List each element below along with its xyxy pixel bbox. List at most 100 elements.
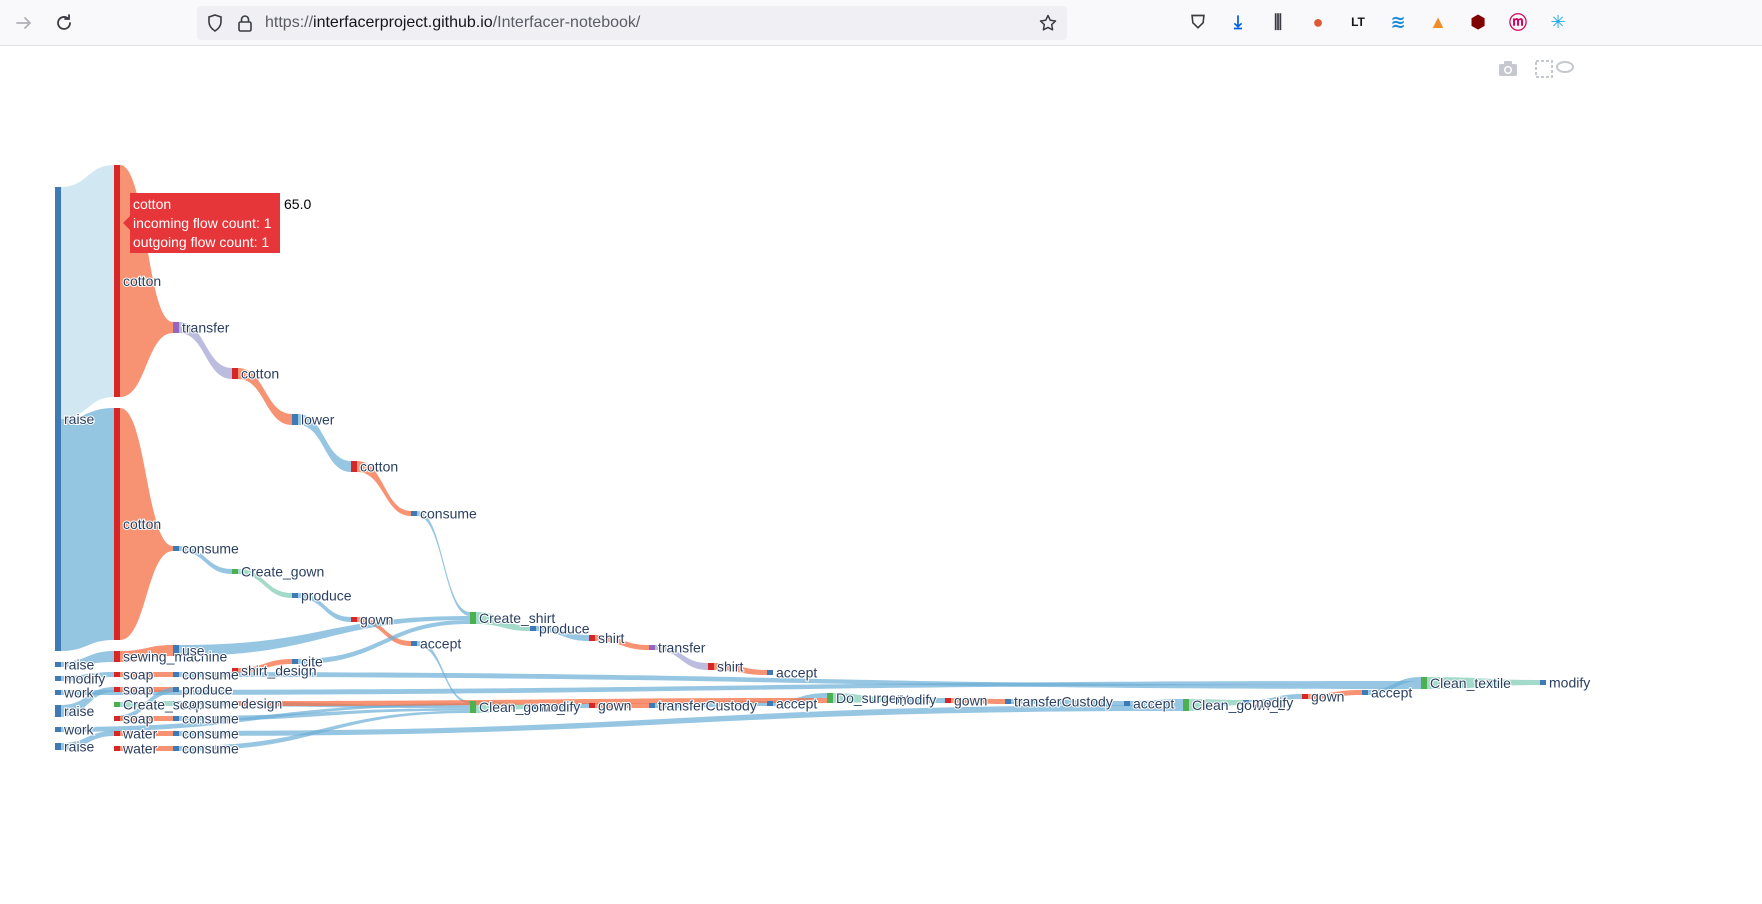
- sankey-link[interactable]: [714, 663, 767, 675]
- sankey-link[interactable]: [951, 698, 1005, 704]
- sankey-link[interactable]: [1308, 690, 1362, 699]
- forward-button[interactable]: [9, 8, 39, 38]
- pocket-icon[interactable]: ⛉: [1191, 11, 1205, 32]
- sankey-node[interactable]: [292, 414, 298, 425]
- sankey-link[interactable]: [120, 408, 173, 640]
- sankey-node[interactable]: [470, 612, 476, 624]
- sankey-link[interactable]: [120, 716, 173, 721]
- url-text[interactable]: https://interfacerproject.github.io/Inte…: [265, 14, 640, 32]
- sankey-node[interactable]: [114, 702, 120, 707]
- sankey-node[interactable]: [114, 408, 120, 640]
- sankey-link[interactable]: [238, 698, 827, 706]
- sankey-node[interactable]: [530, 626, 536, 631]
- download-icon[interactable]: ⤓: [1234, 11, 1242, 32]
- sankey-node[interactable]: [470, 701, 476, 713]
- sankey-link[interactable]: [179, 616, 470, 656]
- sankey-link[interactable]: [179, 322, 232, 379]
- sankey-link[interactable]: [833, 693, 886, 703]
- sankey-node[interactable]: [351, 617, 357, 622]
- sankey-node[interactable]: [232, 569, 238, 574]
- sankey-link[interactable]: [298, 414, 351, 472]
- sankey-node[interactable]: [649, 645, 655, 650]
- ublock-icon[interactable]: ⬢: [1470, 11, 1486, 32]
- sankey-link[interactable]: [238, 569, 292, 598]
- sankey-node[interactable]: [649, 703, 655, 708]
- sankey-node[interactable]: [1362, 690, 1368, 695]
- sankey-link[interactable]: [61, 687, 114, 717]
- sankey-node[interactable]: [767, 670, 773, 675]
- sankey-node[interactable]: [114, 672, 120, 677]
- sankey-node[interactable]: [173, 731, 179, 736]
- sankey-link[interactable]: [357, 461, 411, 516]
- sankey-node[interactable]: [827, 693, 833, 703]
- wave-icon[interactable]: ≋: [1390, 11, 1406, 32]
- box-select-icon[interactable]: [1533, 58, 1555, 80]
- sankey-link[interactable]: [417, 511, 470, 616]
- sankey-node[interactable]: [1243, 700, 1249, 705]
- sankey-link[interactable]: [536, 626, 589, 641]
- sankey-link[interactable]: [120, 672, 173, 677]
- sankey-link[interactable]: [595, 703, 649, 708]
- sankey-node[interactable]: [411, 511, 417, 516]
- sankey-node[interactable]: [1005, 699, 1011, 704]
- shield-icon[interactable]: [205, 13, 225, 33]
- sankey-node[interactable]: [767, 701, 773, 706]
- sankey-node[interactable]: [1183, 699, 1189, 711]
- sankey-node[interactable]: [55, 705, 61, 717]
- sankey-link[interactable]: [179, 546, 232, 574]
- sankey-link[interactable]: [1011, 699, 1124, 706]
- sankey-node[interactable]: [173, 322, 179, 333]
- lock-icon[interactable]: [235, 13, 255, 33]
- reload-button[interactable]: [49, 8, 79, 38]
- sankey-node[interactable]: [1302, 694, 1308, 699]
- sankey-node[interactable]: [173, 645, 179, 656]
- sankey-link[interactable]: [120, 645, 173, 662]
- sankey-node[interactable]: [55, 690, 61, 695]
- sankey-link[interactable]: [595, 635, 649, 650]
- sankey-node[interactable]: [114, 651, 120, 662]
- sankey-link[interactable]: [61, 408, 114, 651]
- sankey-link[interactable]: [61, 731, 114, 750]
- sankey-link[interactable]: [238, 659, 292, 673]
- sankey-node[interactable]: [1124, 701, 1130, 706]
- sankey-node[interactable]: [530, 704, 536, 709]
- camera-icon[interactable]: [1497, 58, 1519, 80]
- sankey-node[interactable]: [232, 668, 238, 673]
- sankey-link[interactable]: [61, 672, 114, 681]
- sankey-link[interactable]: [417, 641, 470, 704]
- sankey-node[interactable]: [708, 663, 714, 670]
- sankey-link[interactable]: [238, 368, 292, 425]
- sankey-node[interactable]: [1540, 680, 1546, 685]
- sankey-node[interactable]: [173, 687, 179, 692]
- sankey-link[interactable]: [298, 593, 351, 622]
- arc-icon[interactable]: ▲: [1429, 11, 1447, 32]
- sankey-link[interactable]: [892, 697, 945, 703]
- sankey-link[interactable]: [655, 645, 708, 670]
- sankey-link[interactable]: [120, 731, 173, 736]
- duckduckgo-icon[interactable]: ●: [1312, 11, 1324, 32]
- sankey-node[interactable]: [292, 659, 298, 664]
- sankey-node[interactable]: [55, 662, 61, 667]
- lasso-icon[interactable]: [1553, 58, 1575, 80]
- sankey-node[interactable]: [114, 687, 120, 692]
- sankey-link[interactable]: [179, 672, 1421, 689]
- sankey-node[interactable]: [886, 697, 892, 702]
- library-icon[interactable]: ⫼: [1273, 11, 1283, 32]
- star-icon[interactable]: [1038, 13, 1058, 33]
- sankey-node[interactable]: [55, 727, 61, 732]
- sankey-node[interactable]: [55, 743, 61, 750]
- sankey-node[interactable]: [114, 731, 120, 736]
- languagetool-icon[interactable]: LT: [1351, 15, 1365, 29]
- sankey-node[interactable]: [173, 701, 179, 706]
- sankey-node[interactable]: [351, 461, 357, 472]
- sankey-node[interactable]: [232, 368, 238, 379]
- url-bar[interactable]: https://interfacerproject.github.io/Inte…: [197, 6, 1067, 40]
- sankey-node[interactable]: [114, 165, 120, 397]
- sankey-link[interactable]: [120, 687, 173, 692]
- sankey-node[interactable]: [232, 701, 238, 706]
- sankey-node[interactable]: [173, 746, 179, 751]
- sankey-link[interactable]: [1189, 699, 1243, 711]
- sankey-node[interactable]: [173, 546, 179, 551]
- sankey-link[interactable]: [1130, 699, 1183, 706]
- sankey-link[interactable]: [61, 165, 114, 419]
